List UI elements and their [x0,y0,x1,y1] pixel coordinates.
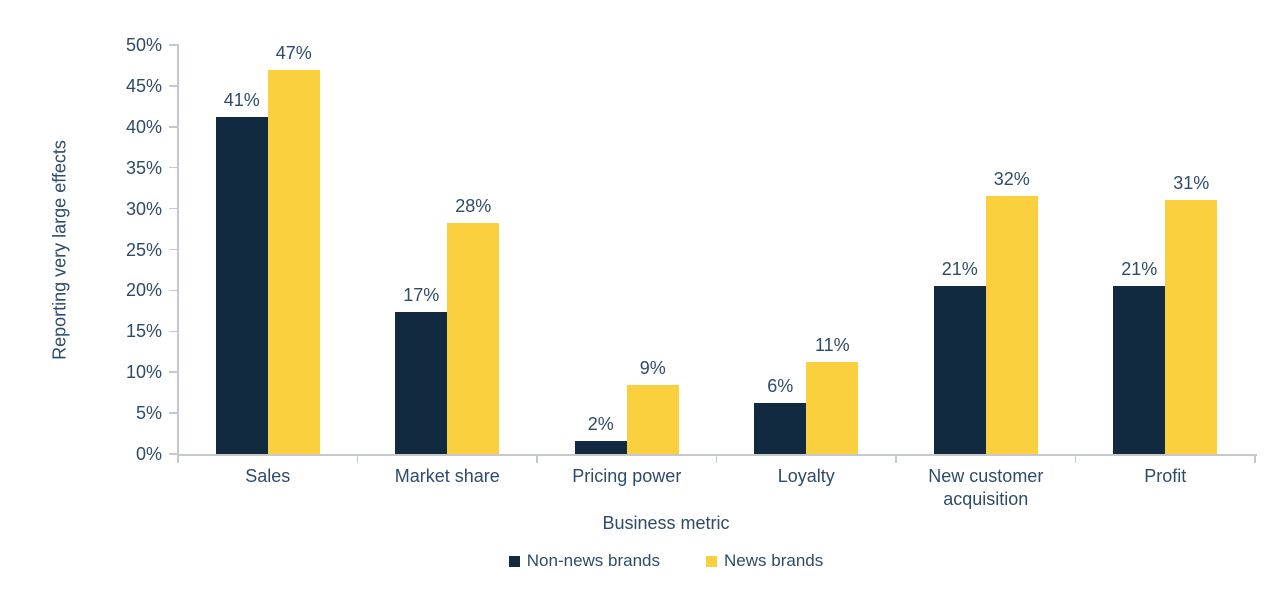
bar-non-news-brands [395,311,448,454]
bar-news-brands [267,69,320,454]
legend-label: Non-news brands [526,551,661,570]
bar-value-label: 28% [455,195,492,216]
y-tick-mark [169,412,177,414]
bar-value-label: 17% [403,284,440,305]
x-tick-mark [715,455,718,463]
bar-news-brands [626,384,679,454]
y-tick-mark [169,85,177,87]
bar-news-brands [806,362,859,454]
x-tick-mark [895,455,897,463]
y-tick-label: 45% [125,75,162,96]
x-tick-mark [356,455,359,463]
bar-non-news-brands [933,285,986,454]
bar-value-label: 41% [223,90,260,110]
legend-swatch [706,555,718,567]
y-tick-mark [169,248,177,251]
category-label: Sales [245,466,291,486]
y-tick-mark [169,44,177,46]
y-tick-label: 25% [125,239,162,260]
bar-value-label: 32% [993,169,1030,190]
bar-news-brands [1165,200,1218,454]
x-axis-line [177,454,1257,456]
x-tick-mark [1254,455,1256,463]
bar-non-news-brands [1113,285,1166,454]
y-tick-label: 20% [125,280,162,301]
category-label: Market share [394,466,500,486]
y-tick-mark [169,166,177,169]
legend-item: News brands [706,551,823,571]
legend: Non-news brands News brands [77,551,1255,571]
y-tick-mark [169,289,177,292]
legend-swatch [508,555,520,567]
bar-value-label: 31% [1173,173,1210,194]
y-axis-title: Reporting very large effects [49,140,70,360]
category-label: Pricing power [572,466,682,486]
bar-non-news-brands [754,402,807,454]
x-tick-mark [177,455,179,463]
bar-non-news-brands [215,117,268,454]
category-label: New customer acquisition [928,466,1044,509]
legend-label: News brands [724,551,824,570]
bar-value-label: 21% [1121,258,1158,279]
y-tick-label: 0% [135,444,162,464]
bar-value-label: 2% [587,413,614,434]
y-tick-label: 30% [125,198,162,219]
y-tick-label: 35% [125,157,162,178]
y-tick-mark [169,453,177,455]
y-tick-mark [169,126,177,128]
x-tick-mark [536,455,538,463]
bar-value-label: 6% [767,375,794,396]
legend-item: Non-news brands [508,551,661,571]
bar-news-brands [447,222,500,454]
y-tick-label: 15% [125,321,162,342]
x-axis-title: Business metric [602,513,730,533]
category-label: Profit [1144,466,1187,486]
bar-value-label: 21% [941,258,978,279]
bar-value-label: 47% [275,42,312,63]
y-tick-label: 40% [125,116,162,137]
bar-value-label: 9% [639,357,666,378]
y-tick-mark [169,207,177,210]
y-tick-mark [169,371,177,373]
bar-non-news-brands [574,440,627,454]
y-tick-label: 5% [135,403,162,424]
bar-value-label: 11% [814,335,850,356]
y-axis-line [177,44,179,455]
bar-news-brands [985,196,1038,454]
category-label: Loyalty [777,466,835,486]
y-tick-label: 50% [125,35,162,55]
y-tick-label: 10% [125,362,162,383]
x-tick-mark [1074,455,1077,463]
y-tick-mark [169,330,177,333]
